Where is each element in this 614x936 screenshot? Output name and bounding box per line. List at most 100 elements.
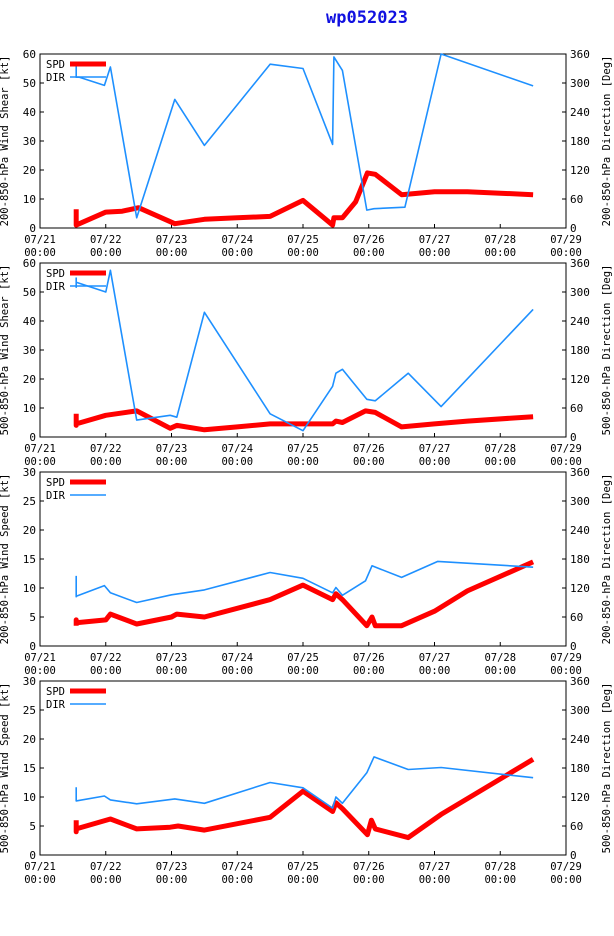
dir-series-line	[75, 269, 534, 432]
y-right-axis-label: 200-850-hPa Direction [Deg]	[601, 56, 613, 227]
x-tick-label-date: 07/25	[287, 861, 319, 873]
y-right-tick-label: 240	[570, 315, 590, 328]
x-tick-label-time: 00:00	[484, 247, 516, 259]
x-tick-label-time: 00:00	[484, 456, 516, 468]
y-right-tick-label: 120	[570, 373, 590, 386]
y-right-tick-label: 300	[570, 495, 590, 508]
x-tick-label-date: 07/21	[24, 652, 56, 664]
x-tick-label-date: 07/25	[287, 652, 319, 664]
legend-spd-label: SPD	[46, 59, 65, 71]
y-left-tick-label: 30	[23, 466, 36, 479]
y-right-axis-label: 200-850-hPa Direction [Deg]	[601, 474, 613, 645]
y-left-tick-label: 5	[29, 611, 36, 624]
x-tick-label-time: 00:00	[90, 247, 122, 259]
x-tick-label-date: 07/28	[484, 234, 516, 246]
x-tick-label-date: 07/27	[419, 861, 451, 873]
y-right-axis-label: 500-850-hPa Direction [Deg]	[601, 265, 613, 436]
x-tick-label-date: 07/26	[353, 861, 385, 873]
spd-series-line	[73, 408, 534, 433]
y-right-tick-label: 60	[570, 402, 583, 415]
x-tick-label-time: 00:00	[419, 874, 451, 886]
x-tick-label-date: 07/29	[550, 234, 582, 246]
y-left-tick-label: 20	[23, 373, 36, 386]
legend-spd-label: SPD	[46, 686, 65, 698]
x-tick-label-time: 00:00	[484, 874, 516, 886]
x-tick-label-time: 00:00	[353, 247, 385, 259]
x-tick-label-time: 00:00	[90, 456, 122, 468]
x-tick-label-date: 07/27	[419, 443, 451, 455]
x-tick-label-date: 07/21	[24, 861, 56, 873]
y-right-tick-label: 120	[570, 164, 590, 177]
y-left-axis-label: 500-850-hPa Wind Speed [kt]	[0, 683, 11, 854]
y-right-tick-label: 240	[570, 733, 590, 746]
y-left-tick-label: 50	[23, 286, 36, 299]
x-tick-label-date: 07/24	[221, 652, 253, 664]
y-left-tick-label: 0	[29, 640, 36, 653]
x-tick-label-date: 07/28	[484, 861, 516, 873]
y-left-tick-label: 20	[23, 733, 36, 746]
y-left-tick-label: 30	[23, 344, 36, 357]
y-left-axis-label: 500-850-hPa Wind Shear [kt]	[0, 265, 11, 436]
figure-title-text: wp052023	[326, 8, 408, 28]
y-left-tick-label: 10	[23, 791, 36, 804]
x-tick-label-time: 00:00	[550, 874, 582, 886]
y-right-tick-label: 240	[570, 524, 590, 537]
x-tick-label-date: 07/27	[419, 234, 451, 246]
x-tick-label-time: 00:00	[287, 456, 319, 468]
x-tick-label-time: 00:00	[550, 665, 582, 677]
x-tick-label-time: 00:00	[550, 247, 582, 259]
y-left-tick-label: 50	[23, 77, 36, 90]
x-tick-label-date: 07/24	[221, 861, 253, 873]
x-tick-label-date: 07/22	[90, 234, 122, 246]
x-tick-label-date: 07/23	[156, 652, 188, 664]
x-tick-label-date: 07/22	[90, 652, 122, 664]
chart-panel-1: 010203040506006012018024030036007/2100:0…	[0, 48, 613, 259]
y-left-tick-label: 15	[23, 553, 36, 566]
y-left-tick-label: 20	[23, 524, 36, 537]
x-tick-label-date: 07/25	[287, 443, 319, 455]
x-tick-label-time: 00:00	[287, 247, 319, 259]
y-right-tick-label: 300	[570, 77, 590, 90]
x-tick-label-date: 07/23	[156, 443, 188, 455]
y-right-tick-label: 180	[570, 762, 590, 775]
x-tick-label-date: 07/27	[419, 652, 451, 664]
x-tick-label-date: 07/29	[550, 861, 582, 873]
plot-frame	[39, 262, 567, 438]
plot-frame	[39, 680, 567, 856]
x-tick-label-date: 07/23	[156, 234, 188, 246]
y-right-tick-label: 120	[570, 791, 590, 804]
dir-series-line	[75, 53, 534, 219]
y-right-tick-label: 0	[570, 431, 577, 444]
x-tick-label-time: 00:00	[353, 874, 385, 886]
x-tick-label-date: 07/23	[156, 861, 188, 873]
x-tick-label-date: 07/29	[550, 652, 582, 664]
y-left-tick-label: 5	[29, 820, 36, 833]
x-tick-label-time: 00:00	[24, 456, 56, 468]
y-left-tick-label: 20	[23, 164, 36, 177]
y-left-tick-label: 10	[23, 193, 36, 206]
y-right-tick-label: 120	[570, 582, 590, 595]
x-tick-label-date: 07/29	[550, 443, 582, 455]
x-tick-label-time: 00:00	[419, 456, 451, 468]
x-tick-label-time: 00:00	[156, 874, 188, 886]
x-tick-label-date: 07/24	[221, 234, 253, 246]
y-right-tick-label: 180	[570, 344, 590, 357]
y-right-tick-label: 0	[570, 849, 577, 862]
y-left-tick-label: 30	[23, 135, 36, 148]
y-left-tick-label: 30	[23, 675, 36, 688]
y-right-tick-label: 360	[570, 257, 590, 270]
y-left-tick-label: 25	[23, 495, 36, 508]
y-left-axis-label: 200-850-hPa Wind Speed [kt]	[0, 474, 11, 645]
x-tick-label-time: 00:00	[353, 456, 385, 468]
x-tick-label-date: 07/22	[90, 861, 122, 873]
y-left-tick-label: 60	[23, 257, 36, 270]
x-tick-label-date: 07/25	[287, 234, 319, 246]
y-right-tick-label: 180	[570, 135, 590, 148]
legend-dir-label: DIR	[46, 72, 66, 84]
y-right-tick-label: 300	[570, 704, 590, 717]
x-tick-label-time: 00:00	[221, 456, 253, 468]
y-right-tick-label: 0	[570, 222, 577, 235]
x-tick-label-time: 00:00	[484, 665, 516, 677]
y-left-tick-label: 60	[23, 48, 36, 61]
